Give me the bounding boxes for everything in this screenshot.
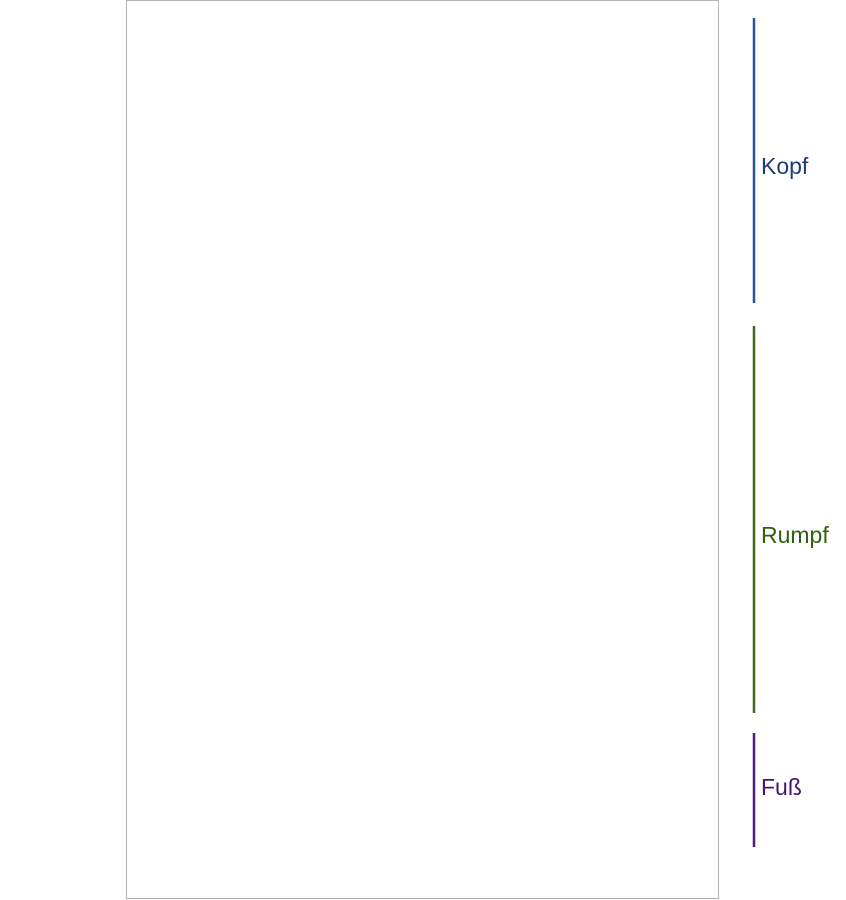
page-sheet bbox=[126, 0, 719, 899]
section-label: Kopf bbox=[761, 153, 809, 179]
section-label: Rumpf bbox=[761, 522, 829, 548]
section-label: Fuß bbox=[761, 774, 802, 800]
